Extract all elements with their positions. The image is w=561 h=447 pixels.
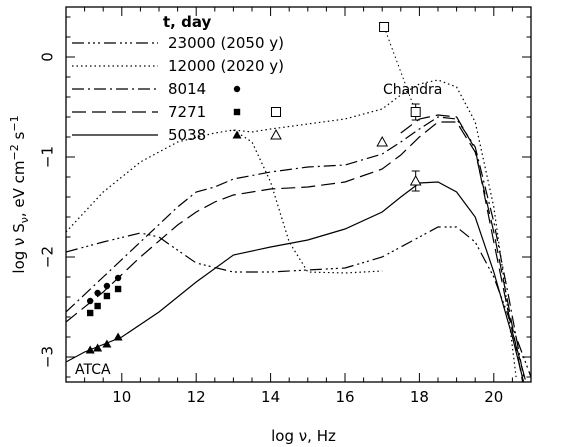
legend-label-3: 7271	[168, 103, 206, 121]
data-point-filled-triangle	[113, 332, 123, 341]
points-layer	[85, 22, 422, 354]
y-axis-label-part: log	[10, 246, 28, 274]
y-axis-label-sup: −2	[8, 144, 21, 160]
data-point-filled-square	[114, 285, 122, 293]
series-line-6	[66, 181, 525, 382]
data-point-open-triangle	[409, 174, 422, 186]
legend-marker-filled-circle	[233, 85, 241, 93]
data-point-open-square	[410, 107, 421, 117]
legend-marker-open-triangle	[270, 128, 282, 140]
y-tick-label: 0	[39, 52, 57, 62]
series-layer	[66, 26, 531, 382]
legend: t, day 23000 (2050 y) 12000 (2020 y) 8014 7…	[72, 13, 284, 144]
legend-label-2: 8014	[168, 80, 206, 98]
legend-marker-filled-square	[233, 108, 241, 116]
y-tick-label: −2	[39, 246, 57, 268]
y-axis-label-sup: −1	[8, 115, 21, 131]
x-tick-label: 16	[335, 388, 354, 406]
ticks-layer: 10 12 14 16 18 20 0 −1 −2 −3	[39, 7, 532, 406]
series-line-5	[400, 114, 527, 382]
x-axis-label: log ν, Hz	[271, 427, 336, 445]
data-point-filled-triangle	[102, 339, 112, 348]
data-point-filled-square	[103, 292, 111, 300]
x-tick-label: 20	[484, 388, 503, 406]
data-point-filled-triangle	[85, 345, 95, 354]
annotation-chandra: Chandra	[383, 82, 442, 98]
legend-label-1: 12000 (2020 y)	[168, 57, 284, 75]
x-axis-label-part: log	[271, 427, 299, 445]
connector-line-0	[383, 26, 417, 113]
x-tick-label: 12	[187, 388, 206, 406]
data-point-filled-triangle	[93, 343, 103, 352]
legend-label-0: 23000 (2050 y)	[168, 34, 284, 52]
y-axis-label: log ν Sν, eV cm−2 s−1	[8, 115, 31, 273]
legend-label-4: 5038	[168, 126, 206, 144]
series-line-3	[66, 116, 525, 378]
data-point-open-square	[379, 22, 390, 32]
x-axis-label-part: , Hz	[307, 427, 336, 445]
legend-title: t, day	[163, 13, 211, 31]
y-axis-label-part: , eV cm	[10, 160, 28, 217]
data-point-filled-square	[86, 309, 94, 317]
annotation-atca: ATCA	[75, 362, 111, 378]
y-axis-label-sub: ν	[18, 217, 31, 223]
plot-frame	[65, 6, 532, 383]
series-line-1	[66, 79, 517, 378]
y-tick-label: −1	[39, 146, 57, 168]
data-point-filled-square	[94, 302, 101, 310]
y-axis-label-nu: ν	[10, 238, 28, 246]
x-tick-label: 10	[112, 388, 131, 406]
x-tick-label: 14	[261, 388, 280, 406]
y-tick-label: −3	[39, 346, 57, 368]
x-axis-label-nu: ν	[299, 427, 307, 445]
x-tick-label: 18	[410, 388, 429, 406]
legend-marker-open-square	[271, 107, 281, 117]
series-line-0	[66, 226, 531, 378]
legend-marker-filled-triangle	[232, 130, 242, 139]
data-point-filled-circle	[103, 282, 111, 290]
y-axis-label-part: S	[10, 223, 28, 237]
data-point-open-triangle	[376, 135, 389, 147]
data-point-filled-circle	[114, 274, 122, 282]
data-point-filled-circle	[86, 297, 94, 305]
y-axis-label-part: s	[10, 131, 28, 144]
data-point-filled-circle	[94, 289, 101, 297]
